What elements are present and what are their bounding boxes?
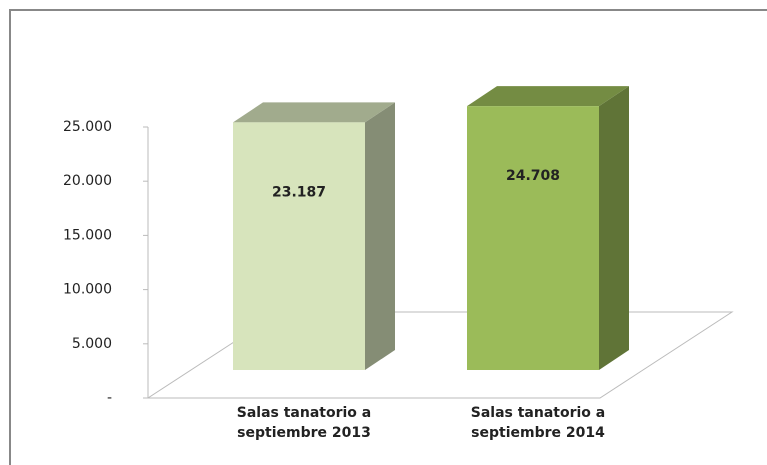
bar bbox=[467, 106, 599, 370]
bar-top bbox=[233, 102, 395, 123]
value-label: 23.187 bbox=[272, 184, 326, 200]
bar-top bbox=[467, 86, 629, 107]
value-label: 24.708 bbox=[506, 168, 560, 184]
y-tick-label: 15.000 bbox=[63, 227, 112, 243]
x-tick-label: Salas tanatorio a septiembre 2014 bbox=[470, 405, 606, 441]
y-tick-label: - bbox=[107, 390, 112, 406]
bar-side bbox=[599, 86, 629, 370]
y-tick-label: 5.000 bbox=[72, 336, 112, 352]
y-tick-label: 25.000 bbox=[63, 119, 112, 135]
y-tick-label: 20.000 bbox=[63, 173, 112, 189]
x-tick-label: Salas tanatorio a septiembre 2013 bbox=[236, 405, 372, 441]
y-tick-label: 10.000 bbox=[63, 282, 112, 298]
bar bbox=[233, 122, 365, 370]
frame bbox=[9, 9, 767, 465]
bar-side bbox=[365, 102, 395, 370]
